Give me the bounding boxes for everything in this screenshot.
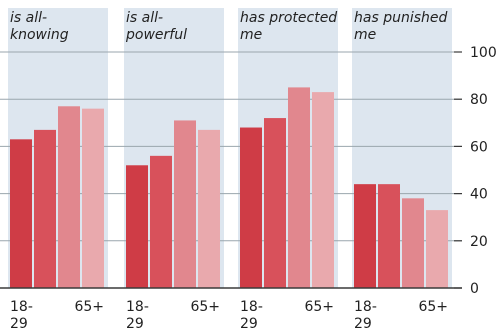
bar <box>264 118 286 288</box>
y-tick-label: 0 <box>470 281 479 297</box>
bar <box>82 108 104 288</box>
panel-title: is all- <box>126 10 163 26</box>
y-tick-label: 20 <box>470 234 488 250</box>
bar <box>312 92 334 289</box>
y-tick-label: 100 <box>470 45 497 61</box>
panel-title: is all- <box>10 10 47 26</box>
x-tick-label: 65+ <box>304 299 334 315</box>
x-tick-label: 65+ <box>418 299 448 315</box>
panel-title: has punished <box>354 10 447 26</box>
panel-title: me <box>240 27 262 43</box>
x-tick-label: 18- <box>240 299 263 315</box>
bar <box>240 127 262 289</box>
panel-title: me <box>354 27 376 43</box>
bar <box>354 184 376 288</box>
bar <box>198 129 220 288</box>
bar <box>426 210 448 288</box>
bar <box>174 120 196 288</box>
y-tick-label: 60 <box>470 139 488 155</box>
x-tick-label: 29 <box>240 316 258 332</box>
panel-title: has protected <box>240 10 337 26</box>
bar <box>288 87 310 289</box>
x-tick-label: 18- <box>10 299 33 315</box>
x-tick-label: 18- <box>126 299 149 315</box>
panel-title: knowing <box>10 27 69 43</box>
bar <box>58 106 80 288</box>
x-tick-label: 65+ <box>74 299 104 315</box>
x-tick-label: 29 <box>10 316 28 332</box>
y-tick-label: 80 <box>470 92 488 108</box>
x-tick-label: 65+ <box>190 299 220 315</box>
x-tick-label: 29 <box>126 316 144 332</box>
bar <box>150 155 172 288</box>
panel-title: powerful <box>125 27 187 43</box>
bar <box>126 165 148 288</box>
bar <box>34 129 56 288</box>
bar <box>402 198 424 288</box>
x-tick-label: 18- <box>354 299 377 315</box>
x-tick-label: 29 <box>354 316 372 332</box>
y-tick-label: 40 <box>470 187 488 203</box>
bar <box>10 139 32 288</box>
bar <box>378 184 400 288</box>
